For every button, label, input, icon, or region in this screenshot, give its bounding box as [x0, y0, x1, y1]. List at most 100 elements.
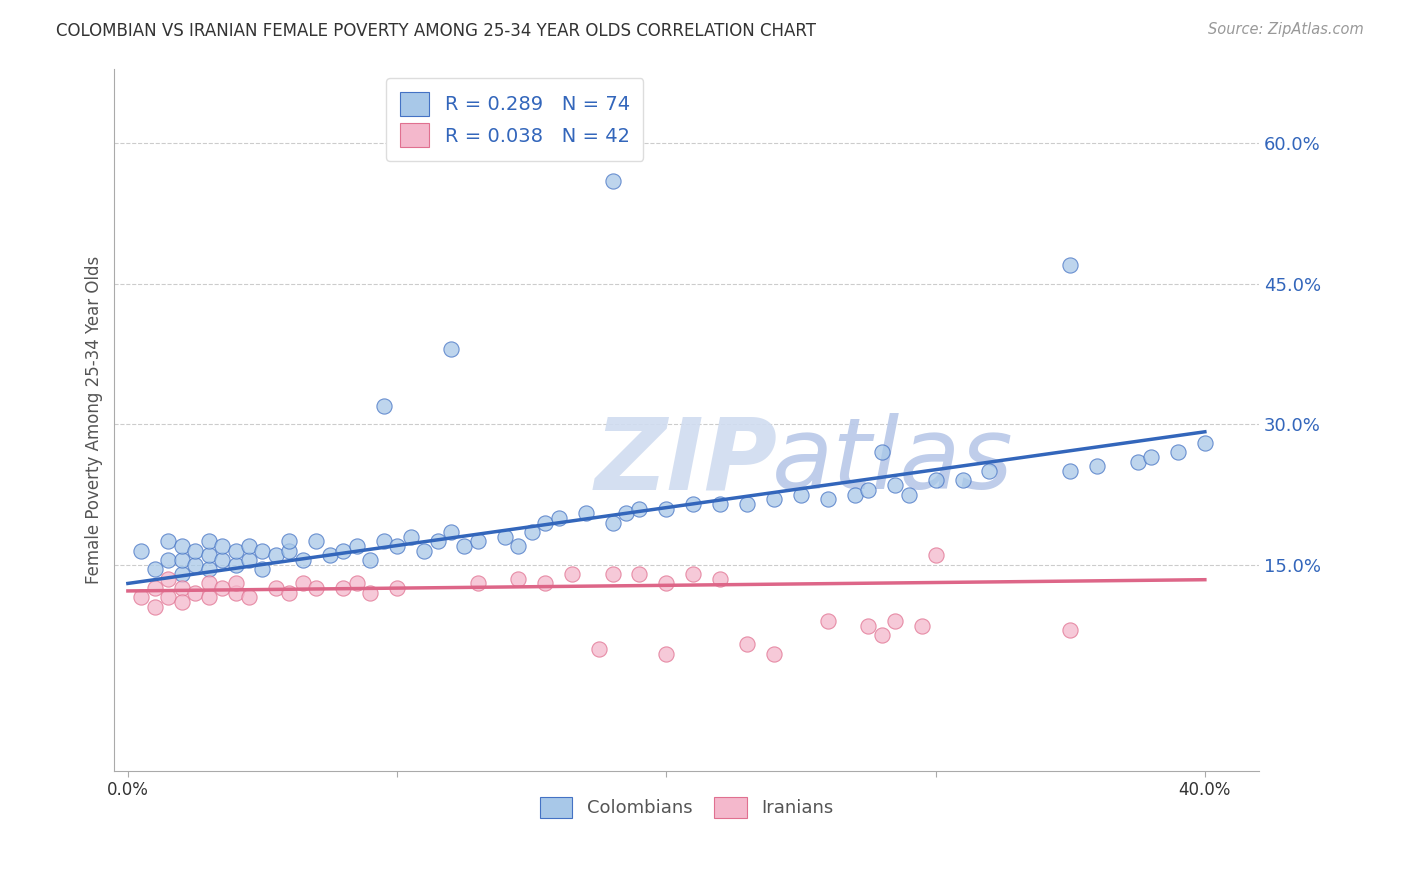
Point: [211, 539, 233, 553]
Point: [131, 543, 153, 558]
Point: [385, 539, 408, 553]
Point: [655, 501, 678, 516]
Point: [373, 534, 395, 549]
Point: [131, 591, 153, 605]
Point: [211, 553, 233, 567]
Point: [1140, 450, 1163, 464]
Point: [238, 553, 260, 567]
Point: [346, 576, 368, 591]
Point: [170, 539, 193, 553]
Point: [426, 534, 449, 549]
Point: [602, 567, 624, 582]
Point: [291, 576, 314, 591]
Point: [735, 637, 758, 651]
Point: [1059, 464, 1081, 478]
Point: [157, 572, 180, 586]
Point: [305, 534, 328, 549]
Point: [1167, 445, 1189, 459]
Point: [897, 487, 920, 501]
Point: [373, 399, 395, 413]
Point: [225, 576, 247, 591]
Point: [157, 553, 180, 567]
Point: [143, 562, 166, 576]
Point: [143, 599, 166, 614]
Point: [252, 543, 274, 558]
Point: [884, 614, 907, 628]
Point: [184, 586, 207, 600]
Point: [238, 539, 260, 553]
Point: [602, 174, 624, 188]
Text: Source: ZipAtlas.com: Source: ZipAtlas.com: [1208, 22, 1364, 37]
Point: [385, 581, 408, 595]
Point: [264, 581, 287, 595]
Point: [1194, 436, 1216, 450]
Point: [252, 562, 274, 576]
Point: [682, 567, 704, 582]
Point: [170, 553, 193, 567]
Text: atlas: atlas: [772, 413, 1014, 510]
Point: [924, 549, 946, 563]
Point: [682, 497, 704, 511]
Point: [197, 591, 219, 605]
Point: [1059, 258, 1081, 272]
Point: [1126, 455, 1149, 469]
Point: [346, 539, 368, 553]
Point: [574, 506, 596, 520]
Point: [211, 581, 233, 595]
Point: [305, 581, 328, 595]
Point: [494, 530, 516, 544]
Point: [413, 543, 436, 558]
Point: [197, 576, 219, 591]
Text: ZIP: ZIP: [595, 413, 778, 510]
Point: [278, 543, 301, 558]
Point: [763, 492, 786, 507]
Point: [884, 478, 907, 492]
Point: [709, 572, 731, 586]
Point: [184, 558, 207, 572]
Point: [952, 474, 974, 488]
Point: [359, 553, 381, 567]
Point: [655, 647, 678, 661]
Point: [467, 534, 489, 549]
Point: [143, 581, 166, 595]
Point: [170, 567, 193, 582]
Point: [870, 445, 893, 459]
Point: [1059, 624, 1081, 638]
Point: [225, 558, 247, 572]
Text: COLOMBIAN VS IRANIAN FEMALE POVERTY AMONG 25-34 YEAR OLDS CORRELATION CHART: COLOMBIAN VS IRANIAN FEMALE POVERTY AMON…: [56, 22, 817, 40]
Point: [184, 543, 207, 558]
Point: [628, 567, 651, 582]
Point: [440, 343, 463, 357]
Point: [817, 614, 839, 628]
Y-axis label: Female Poverty Among 25-34 Year Olds: Female Poverty Among 25-34 Year Olds: [86, 255, 103, 583]
Point: [197, 549, 219, 563]
Point: [453, 539, 475, 553]
Point: [399, 530, 422, 544]
Point: [979, 464, 1001, 478]
Point: [588, 642, 610, 657]
Point: [924, 474, 946, 488]
Point: [534, 516, 557, 530]
Point: [870, 628, 893, 642]
Point: [332, 581, 354, 595]
Legend: Colombians, Iranians: Colombians, Iranians: [533, 789, 841, 825]
Point: [157, 534, 180, 549]
Point: [197, 562, 219, 576]
Point: [547, 511, 569, 525]
Point: [614, 506, 637, 520]
Point: [709, 497, 731, 511]
Point: [440, 524, 463, 539]
Point: [264, 549, 287, 563]
Point: [157, 591, 180, 605]
Point: [225, 586, 247, 600]
Point: [763, 647, 786, 661]
Point: [319, 549, 342, 563]
Point: [508, 539, 530, 553]
Point: [291, 553, 314, 567]
Point: [170, 595, 193, 609]
Point: [534, 576, 557, 591]
Point: [858, 483, 880, 497]
Point: [278, 586, 301, 600]
Point: [332, 543, 354, 558]
Point: [225, 543, 247, 558]
